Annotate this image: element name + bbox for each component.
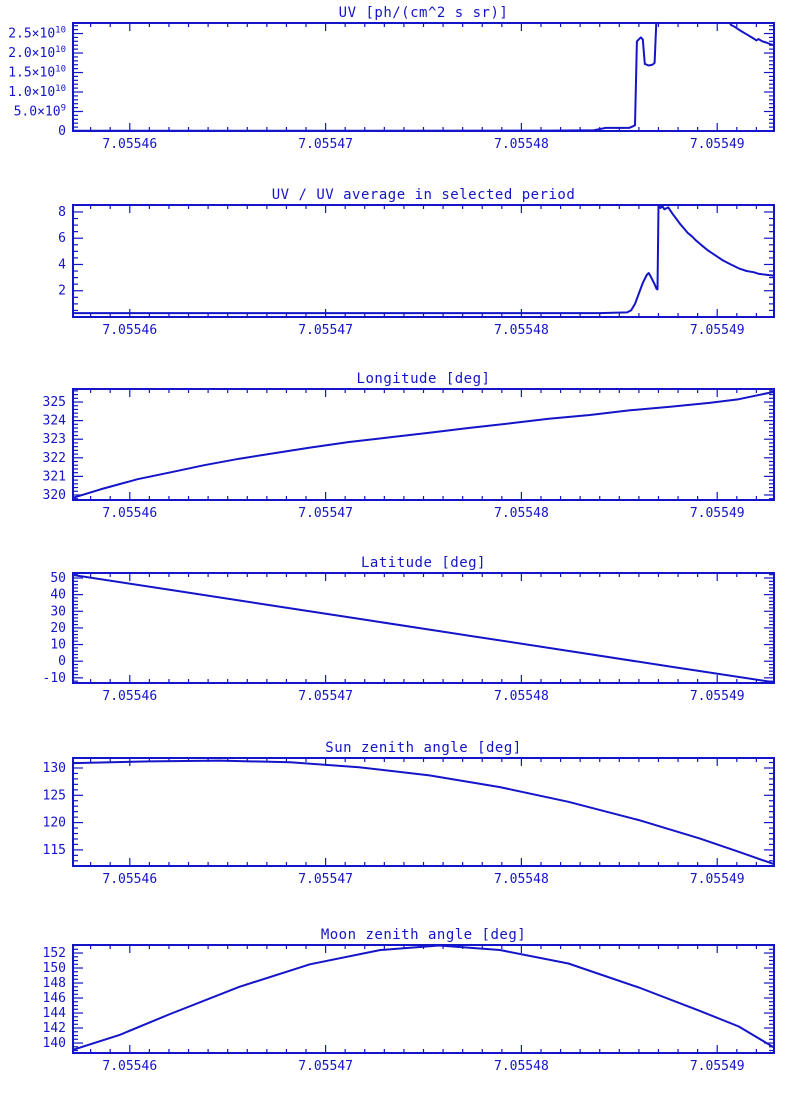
plot-frame [72,388,775,501]
y-tick-label: 324 [43,414,67,429]
x-tick-label: 7.05549 [690,506,745,521]
chart-title: Sun zenith angle [deg] [325,740,521,756]
x-tick-label: 7.05549 [690,137,745,152]
x-tick-label: 7.05548 [494,872,549,887]
chart-2: 7.05546 7.05547 7.05548 7.05549 2 4 6 8 UV / UV … [58,187,775,338]
chart-title: Longitude [deg] [357,371,491,387]
x-tick-label: 7.05549 [690,689,745,704]
chart-1: 7.05546 7.05547 7.05548 7.05549 0 5.0×109 1.0×… [8,5,775,152]
x-tick-label: 7.05549 [690,1059,745,1074]
y-tick-label: 125 [43,788,66,803]
y-tick-label: 321 [43,469,66,484]
x-tick-label: 7.05548 [494,506,549,521]
x-tick-label: 7.05547 [298,323,353,338]
chart-title: UV / UV average in selected period [272,187,576,203]
x-tick-label: 7.05546 [102,689,157,704]
chart-3: 7.05546 7.05547 7.05548 7.05549 320 321 322 323… [43,371,775,521]
y-tick-label: 152 [43,946,66,961]
x-tick-label: 7.05547 [298,137,353,152]
chart-title: Latitude [deg] [361,555,486,571]
data-series [73,574,774,684]
y-tick-label: 40 [50,588,66,603]
x-tick-label: 7.05547 [298,689,353,704]
y-tick-label: 140 [43,1036,66,1051]
y-tick-label: 146 [43,991,66,1006]
y-tick-label: 130 [43,761,66,776]
y-tick-label: 322 [43,451,66,466]
x-tick-label: 7.05546 [102,1059,157,1074]
y-tick-label: 142 [43,1021,66,1036]
y-tick-label: 120 [43,816,66,831]
x-tick-label: 7.05547 [298,506,353,521]
x-tick-label: 7.05547 [298,872,353,887]
y-tick-label: 1.5×1010 [8,65,66,81]
x-tick-label: 7.05548 [494,137,549,152]
y-tick-label: 0 [58,654,66,669]
y-tick-label: 50 [50,571,66,586]
y-tick-label: 325 [43,395,66,410]
plot-frame [72,204,775,318]
plot-frame [72,22,775,132]
data-series [73,944,774,1051]
y-tick-label: 5.0×109 [14,104,66,120]
data-series [73,22,774,132]
y-tick-label: 10 [50,638,66,653]
y-tick-label: 115 [43,843,66,858]
y-tick-label: 150 [43,961,66,976]
y-tick-label: 148 [43,976,66,991]
chart-4: 7.05546 7.05547 7.05548 7.05549 -10 010 20 3040… [43,555,775,704]
y-tick-label: 1.0×1010 [8,84,66,100]
y-tick-label: 20 [50,621,66,636]
y-tick-label: 320 [43,488,66,503]
x-tick-label: 7.05548 [494,689,549,704]
data-series [73,759,774,866]
y-tick-label: 2.5×1010 [8,26,66,42]
y-tick-label: -10 [43,671,66,686]
x-tick-label: 7.05547 [298,1059,353,1074]
y-tick-label: 30 [50,604,66,619]
chart-6: 7.05546 7.05547 7.05548 7.05549 140142144146… [43,927,775,1074]
x-tick-label: 7.05546 [102,872,157,887]
y-tick-label: 0 [58,124,66,139]
x-tick-label: 7.05549 [690,323,745,338]
x-tick-label: 7.05546 [102,323,157,338]
chart-5: 7.05546 7.05547 7.05548 7.05549 115 120 125 130… [43,740,775,887]
data-series [73,204,774,315]
chart-title: UV [ph/(cm^2 s sr)] [339,5,509,21]
data-series [73,390,774,499]
y-tick-label: 323 [43,432,66,447]
x-tick-label: 7.05546 [102,137,157,152]
y-tick-label: 8 [58,205,66,220]
chart-title: Moon zenith angle [deg] [321,927,526,943]
x-tick-label: 7.05548 [494,1059,549,1074]
x-tick-label: 7.05548 [494,323,549,338]
y-tick-label: 144 [43,1006,67,1021]
y-tick-label: 2.0×1010 [8,45,66,61]
y-tick-label: 6 [58,231,66,246]
y-tick-label: 4 [58,257,66,272]
x-tick-label: 7.05549 [690,872,745,887]
x-tick-label: 7.05546 [102,506,157,521]
y-tick-label: 2 [58,284,66,299]
